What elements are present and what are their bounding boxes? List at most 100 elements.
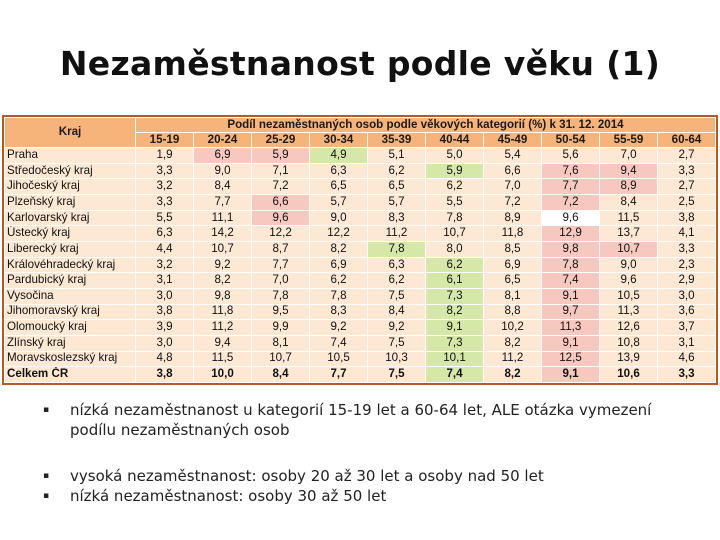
age-column-header: 25-29 [251, 132, 310, 148]
value-cell: 9,6 [251, 209, 310, 227]
value-cell: 6,5 [483, 272, 542, 289]
value-cell: 8,2 [483, 366, 542, 383]
value-cell: 8,2 [193, 272, 252, 289]
value-cell: 6,6 [483, 162, 542, 180]
age-column-header: 20-24 [193, 132, 252, 148]
value-cell: 12,9 [541, 225, 600, 242]
region-cell: Celkem ČR [4, 366, 136, 383]
value-cell: 8,5 [483, 240, 542, 258]
age-column-header: 15-19 [135, 132, 194, 148]
value-cell: 13,7 [599, 225, 658, 242]
value-cell: 8,3 [367, 209, 426, 227]
value-cell: 7,5 [367, 334, 426, 352]
value-cell: 7,8 [367, 240, 426, 258]
value-cell: 8,1 [483, 287, 542, 305]
value-cell: 9,7 [541, 303, 600, 321]
table-body: Praha 1,9 6,9 5,9 4,9 5,1 5,0 5,4 5,6 7,0 2,7 Střed… [4, 147, 716, 383]
value-cell: 10,7 [599, 240, 658, 258]
value-cell: 6,6 [251, 193, 310, 211]
value-cell: 7,7 [541, 178, 600, 195]
age-column-header: 55-59 [599, 132, 658, 148]
value-cell: 8,3 [309, 303, 368, 321]
value-cell: 9,2 [193, 256, 252, 274]
value-cell: 14,2 [193, 225, 252, 242]
value-cell: 11,2 [193, 319, 252, 336]
table-row: Liberecký kraj 4,4 10,7 8,7 8,2 7,8 8,0 8,5 9,8 1… [4, 240, 716, 258]
value-cell: 6,2 [425, 178, 484, 195]
value-cell: 7,0 [483, 178, 542, 195]
value-cell: 9,2 [309, 319, 368, 336]
bullet-item: ▪ nízká nezaměstnanost u kategorií 15-19… [40, 400, 700, 440]
region-cell: Pardubický kraj [4, 272, 136, 289]
value-cell: 11,5 [599, 209, 658, 227]
value-cell: 9,6 [541, 209, 600, 227]
value-cell: 6,9 [483, 256, 542, 274]
age-column-header: 30-34 [309, 132, 368, 148]
region-column-header: Kraj [4, 117, 136, 148]
value-cell: 7,3 [425, 287, 484, 305]
value-cell: 3,0 [135, 287, 194, 305]
value-cell: 7,2 [483, 193, 542, 211]
age-column-header: 40-44 [425, 132, 484, 148]
value-cell: 3,1 [135, 272, 194, 289]
value-cell: 7,5 [367, 366, 426, 383]
value-cell: 13,9 [599, 350, 658, 368]
table-row: Pardubický kraj 3,1 8,2 7,0 6,2 6,2 6,1 6,5 7,4 9… [4, 272, 716, 289]
value-cell: 10,5 [309, 350, 368, 368]
age-column-header: 35-39 [367, 132, 426, 148]
value-cell: 10,7 [193, 240, 252, 258]
region-cell: Zlínský kraj [4, 334, 136, 352]
value-cell: 9,0 [309, 209, 368, 227]
value-cell: 11,3 [541, 319, 600, 336]
age-column-header: 60-64 [657, 132, 716, 148]
bullet-text: vysoká nezaměstnanost: osoby 20 až 30 le… [70, 467, 544, 485]
value-cell: 9,6 [599, 272, 658, 289]
value-cell: 3,3 [657, 366, 716, 383]
table-row: Jihomoravský kraj 3,8 11,8 9,5 8,3 8,4 8,2 8,8 9… [4, 303, 716, 321]
region-cell: Vysočina [4, 287, 136, 305]
value-cell: 7,7 [193, 193, 252, 211]
unemployment-table-frame: Kraj Podíl nezaměstnaných osob podle věk… [2, 115, 718, 385]
value-cell: 10,0 [193, 366, 252, 383]
value-cell: 7,5 [367, 287, 426, 305]
value-cell: 6,2 [367, 272, 426, 289]
value-cell: 2,7 [657, 147, 716, 164]
bullet-text: nízká nezaměstnanost u kategorií 15-19 l… [70, 401, 652, 439]
value-cell: 5,5 [425, 193, 484, 211]
table-row: Ústecký kraj 6,3 14,2 12,2 12,2 11,2 10,7 11,8 1… [4, 225, 716, 242]
value-cell: 7,8 [425, 209, 484, 227]
value-cell: 9,2 [367, 319, 426, 336]
value-cell: 6,2 [425, 256, 484, 274]
value-cell: 6,5 [367, 178, 426, 195]
value-cell: 8,8 [483, 303, 542, 321]
value-cell: 4,4 [135, 240, 194, 258]
table-row: Karlovarský kraj 5,5 11,1 9,6 9,0 8,3 7,8 8,9 9,… [4, 209, 716, 227]
value-cell: 8,2 [309, 240, 368, 258]
value-cell: 9,1 [541, 366, 600, 383]
value-cell: 11,3 [599, 303, 658, 321]
value-cell: 11,5 [193, 350, 252, 368]
region-cell: Olomoucký kraj [4, 319, 136, 336]
value-cell: 3,3 [657, 162, 716, 180]
value-cell: 8,9 [483, 209, 542, 227]
value-cell: 9,8 [193, 287, 252, 305]
value-cell: 7,2 [251, 178, 310, 195]
value-cell: 6,9 [309, 256, 368, 274]
value-cell: 3,2 [135, 256, 194, 274]
value-cell: 10,7 [425, 225, 484, 242]
main-header: Podíl nezaměstnaných osob podle věkových… [135, 117, 716, 133]
value-cell: 3,8 [135, 303, 194, 321]
value-cell: 5,1 [367, 147, 426, 164]
value-cell: 7,4 [541, 272, 600, 289]
value-cell: 9,4 [599, 162, 658, 180]
value-cell: 4,8 [135, 350, 194, 368]
value-cell: 10,2 [483, 319, 542, 336]
table-row: Praha 1,9 6,9 5,9 4,9 5,1 5,0 5,4 5,6 7,0 2,7 [4, 147, 716, 164]
value-cell: 3,0 [135, 334, 194, 352]
table-row: Plzeňský kraj 3,3 7,7 6,6 5,7 5,7 5,5 7,2 7,2 8,4… [4, 193, 716, 211]
value-cell: 10,8 [599, 334, 658, 352]
value-cell: 7,2 [541, 193, 600, 211]
value-cell: 7,8 [309, 287, 368, 305]
region-cell: Moravskoslezský kraj [4, 350, 136, 368]
value-cell: 6,2 [367, 162, 426, 180]
